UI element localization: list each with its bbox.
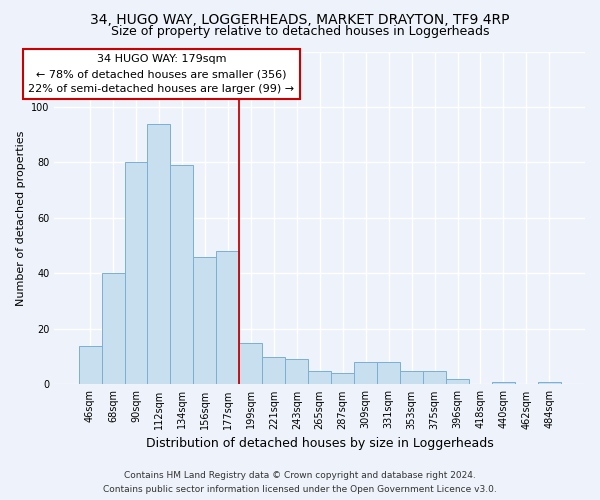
Bar <box>79 346 101 385</box>
Bar <box>492 382 515 384</box>
Bar <box>285 360 308 384</box>
Bar <box>170 166 193 384</box>
Bar <box>217 252 239 384</box>
Text: 34, HUGO WAY, LOGGERHEADS, MARKET DRAYTON, TF9 4RP: 34, HUGO WAY, LOGGERHEADS, MARKET DRAYTO… <box>90 12 510 26</box>
X-axis label: Distribution of detached houses by size in Loggerheads: Distribution of detached houses by size … <box>146 437 494 450</box>
Bar <box>262 356 285 384</box>
Bar <box>400 370 423 384</box>
Bar <box>538 382 561 384</box>
Bar <box>125 162 148 384</box>
Bar <box>308 370 331 384</box>
Y-axis label: Number of detached properties: Number of detached properties <box>16 130 26 306</box>
Text: Contains HM Land Registry data © Crown copyright and database right 2024.
Contai: Contains HM Land Registry data © Crown c… <box>103 472 497 494</box>
Text: 34 HUGO WAY: 179sqm
← 78% of detached houses are smaller (356)
22% of semi-detac: 34 HUGO WAY: 179sqm ← 78% of detached ho… <box>28 54 295 94</box>
Bar <box>446 379 469 384</box>
Text: Size of property relative to detached houses in Loggerheads: Size of property relative to detached ho… <box>111 25 489 38</box>
Bar <box>101 274 125 384</box>
Bar <box>423 370 446 384</box>
Bar <box>239 343 262 384</box>
Bar <box>331 374 354 384</box>
Bar <box>148 124 170 384</box>
Bar <box>193 257 217 384</box>
Bar <box>377 362 400 384</box>
Bar <box>354 362 377 384</box>
